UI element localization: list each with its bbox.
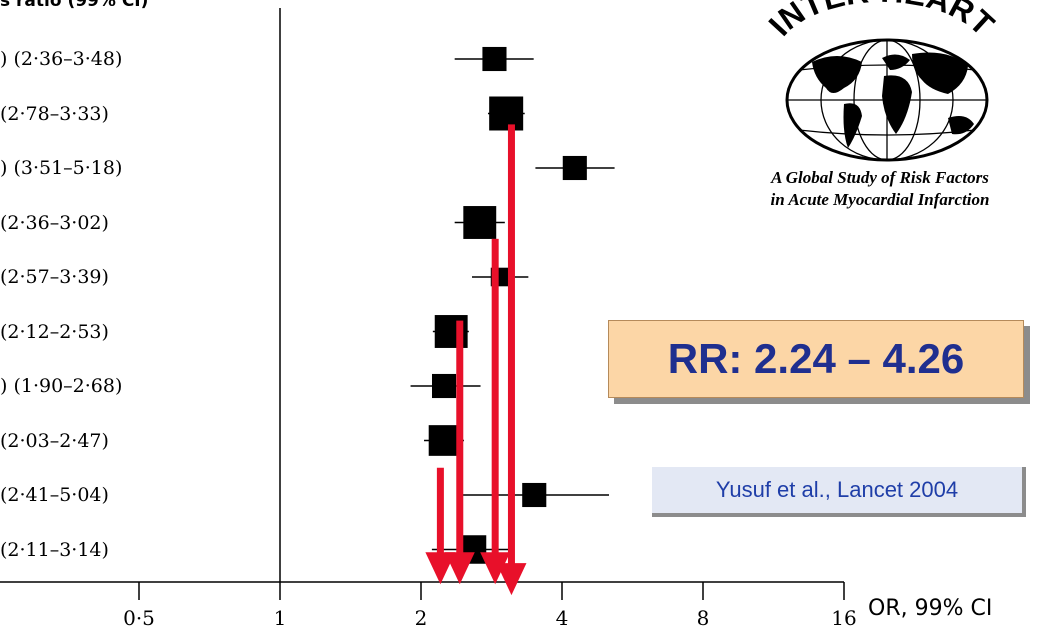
- logo-wordmark: INTER-HEART: [762, 0, 1002, 43]
- citation-text: Yusuf et al., Lancet 2004: [715, 477, 959, 502]
- or-square: [489, 96, 524, 131]
- or-square: [428, 425, 460, 456]
- or-row: [472, 267, 529, 287]
- arrow-shaft: [456, 320, 464, 555]
- or-square: [463, 206, 497, 239]
- or-row: [454, 206, 505, 239]
- arrow-head: [480, 552, 511, 585]
- rr-callout-box: RR: 2.24 – 4.26: [608, 320, 1024, 398]
- logo-caption-line1: A Global Study of Risk Factors: [771, 168, 989, 187]
- globe-logo-icon: INTER-HEART: [762, 0, 1002, 162]
- ci-label: (2·41–5·04): [0, 484, 109, 506]
- tick-label: 1: [274, 606, 287, 630]
- ci-label: (2·12–2·53): [0, 320, 109, 343]
- ci-label: (2·78–3·33): [0, 102, 109, 125]
- column-header: s ratio (99% CI): [0, 0, 149, 11]
- annotation-arrows: [425, 124, 527, 596]
- tick-label: 16: [831, 606, 856, 630]
- logo-caption-line2: in Acute Myocardial Infarction: [770, 190, 990, 209]
- annotation-arrow: [480, 238, 511, 585]
- x-axis: 0·5 1 2 4 8 16: [0, 8, 857, 630]
- or-row: [487, 96, 525, 131]
- or-row: [458, 482, 610, 508]
- svg-text:INTER-HEART: INTER-HEART: [762, 0, 1002, 43]
- arrow-head: [425, 552, 456, 585]
- tick-label: 2: [415, 606, 428, 630]
- or-square: [522, 482, 547, 508]
- ci-label: (2·03–2·47): [0, 429, 109, 452]
- arrow-shaft: [436, 467, 444, 555]
- tick-label: 8: [697, 606, 710, 630]
- inter-heart-logo: INTER-HEART: [752, 0, 1012, 170]
- or-square: [482, 46, 507, 72]
- or-square: [562, 155, 587, 181]
- arrow-head: [444, 552, 475, 585]
- citation-box: Yusuf et al., Lancet 2004: [652, 467, 1026, 517]
- rr-callout-text: RR: 2.24 – 4.26: [667, 335, 965, 382]
- ci-label: (2·36–3·02): [0, 211, 109, 234]
- or-row: [432, 315, 469, 348]
- tick-label: 0·5: [123, 606, 155, 630]
- or-row: [454, 46, 534, 72]
- arrow-shaft: [491, 238, 499, 555]
- ci-label: (2·11–3·14): [0, 538, 109, 561]
- annotation-arrow: [444, 320, 475, 585]
- or-row: [410, 373, 481, 399]
- ci-label: ) (1·90–2·68): [0, 375, 123, 397]
- or-square: [432, 373, 457, 399]
- ci-label: ) (2·36–3·48): [0, 48, 123, 70]
- annotation-arrow: [425, 467, 456, 585]
- x-axis-label: OR, 99% CI: [868, 596, 993, 621]
- or-row: [535, 155, 615, 181]
- ci-label: (2·57–3·39): [0, 266, 109, 288]
- annotation-arrow: [496, 124, 527, 596]
- or-row: [424, 425, 464, 456]
- arrow-shaft: [507, 124, 515, 566]
- tick-label: 4: [556, 606, 569, 630]
- arrow-head: [496, 563, 527, 596]
- ci-label: ) (3·51–5·18): [0, 157, 123, 179]
